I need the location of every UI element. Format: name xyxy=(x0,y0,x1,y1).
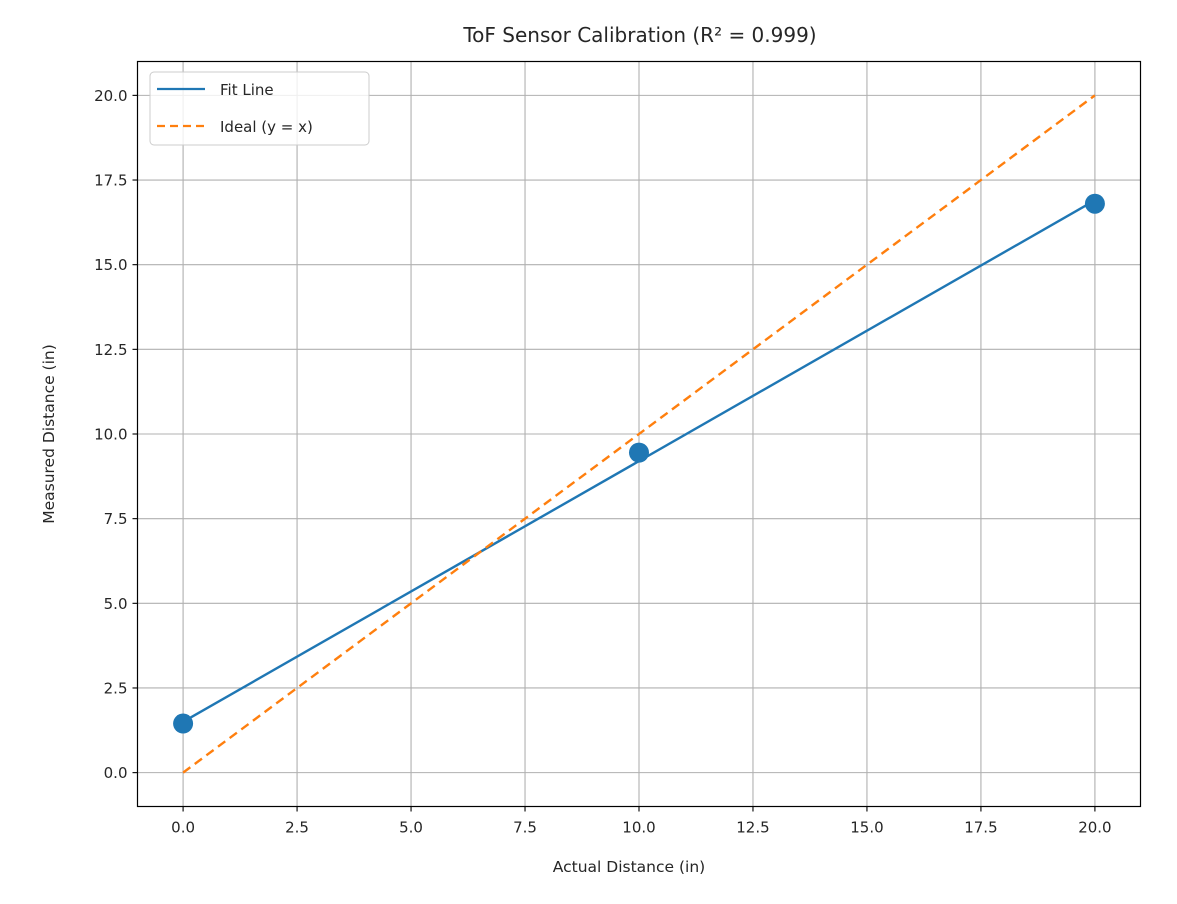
legend-box xyxy=(149,71,370,146)
y-tick-label: 5.0 xyxy=(104,595,128,613)
y-tick-label: 20.0 xyxy=(94,87,127,105)
y-tick-label: 7.5 xyxy=(104,510,128,528)
data-point xyxy=(629,442,649,463)
x-tick-label: 7.5 xyxy=(513,819,537,837)
data-point xyxy=(1084,193,1105,214)
data-point xyxy=(173,713,194,734)
y-tick-label: 12.5 xyxy=(94,341,127,359)
x-tick-label: 0.0 xyxy=(171,819,195,837)
x-tick-label: 15.0 xyxy=(850,819,883,837)
x-axis-ticks: 0.0 2.5 5.0 7.5 10.0 12.5 15.0 17.5 20.0 xyxy=(171,806,1112,837)
y-tick-label: 10.0 xyxy=(94,426,127,444)
chart-title: ToF Sensor Calibration (R² = 0.999) xyxy=(462,23,816,47)
data-series xyxy=(173,94,1105,774)
legend-fit-line-label: Fit Line xyxy=(220,81,274,99)
y-tick-label: 2.5 xyxy=(104,679,128,697)
y-tick-label: 17.5 xyxy=(94,172,127,190)
y-axis-ticks: 0.0 2.5 5.0 7.5 10.0 12.5 15.0 17.5 20.0 xyxy=(94,87,138,782)
x-tick-label: 17.5 xyxy=(964,819,997,837)
x-tick-label: 12.5 xyxy=(736,819,769,837)
x-tick-label: 5.0 xyxy=(399,819,423,837)
x-axis-label: Actual Distance (in) xyxy=(553,858,705,876)
x-tick-label: 20.0 xyxy=(1078,819,1111,837)
legend: Fit Line Ideal (y = x) xyxy=(149,71,370,146)
x-tick-label: 2.5 xyxy=(285,819,309,837)
y-axis-label: Measured Distance (in) xyxy=(40,344,58,524)
x-tick-label: 10.0 xyxy=(622,819,655,837)
y-tick-label: 0.0 xyxy=(104,764,128,782)
legend-ideal-line-label: Ideal (y = x) xyxy=(220,118,313,136)
y-tick-label: 15.0 xyxy=(94,256,127,274)
ideal-line xyxy=(182,94,1096,774)
